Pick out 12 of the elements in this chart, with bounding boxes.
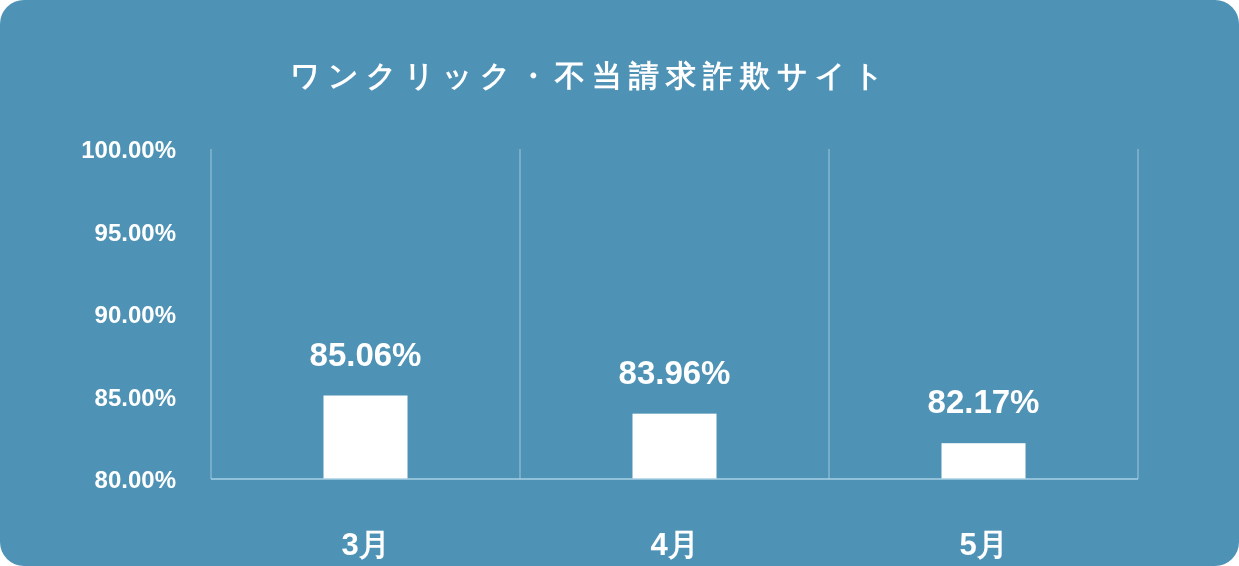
data-label: 83.96% bbox=[618, 353, 731, 391]
y-tick-label: 85.00% bbox=[94, 383, 176, 411]
y-tick-label: 90.00% bbox=[94, 301, 176, 328]
data-label: 85.06% bbox=[309, 335, 422, 373]
y-tick-label: 80.00% bbox=[94, 466, 176, 493]
data-label: 82.17% bbox=[927, 383, 1040, 421]
x-tick-label: 3月 bbox=[341, 527, 390, 562]
x-tick-label: 4月 bbox=[650, 527, 699, 562]
y-tick-label: 100.00% bbox=[81, 136, 176, 163]
chart-title: ワンクリック・不当請求詐欺サイト bbox=[289, 59, 891, 92]
y-tick-label: 95.00% bbox=[94, 218, 176, 246]
x-tick-label: 5月 bbox=[959, 527, 1008, 562]
